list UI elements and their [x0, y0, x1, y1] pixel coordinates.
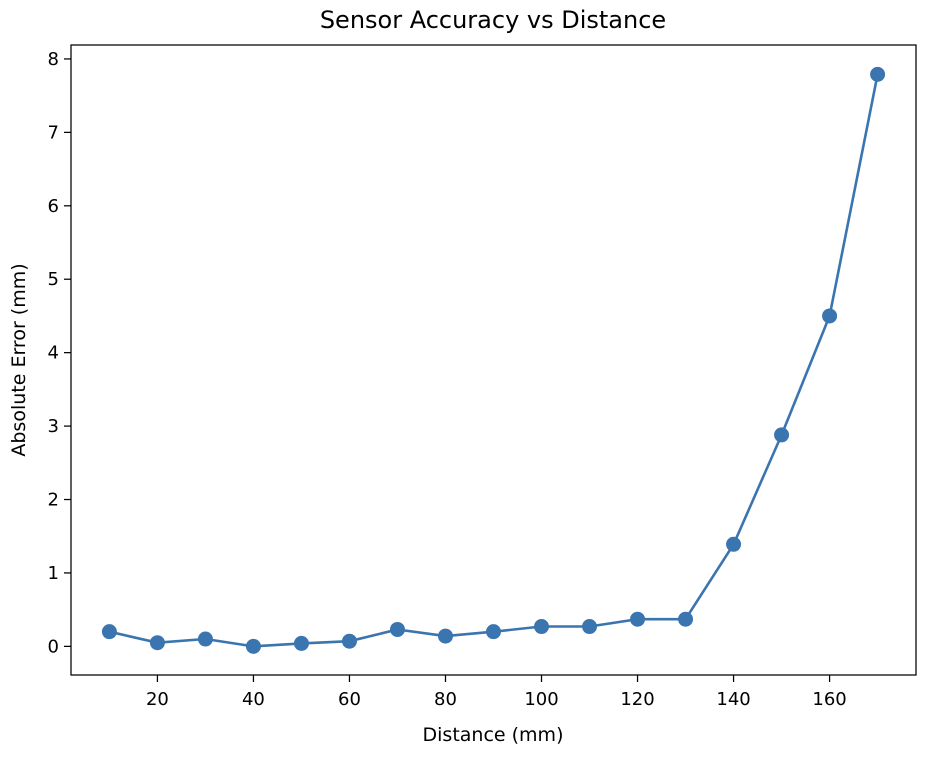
x-tick-label: 160	[812, 689, 846, 710]
data-point	[341, 633, 357, 649]
chart-title: Sensor Accuracy vs Distance	[320, 6, 666, 34]
y-tick-label: 0	[48, 636, 59, 657]
data-point	[389, 621, 405, 637]
y-tick-label: 8	[48, 49, 59, 70]
y-tick-label: 2	[48, 490, 59, 511]
data-point	[486, 624, 501, 640]
x-tick-label: 80	[434, 689, 457, 710]
x-tick-label: 100	[524, 689, 558, 710]
data-point	[534, 619, 550, 635]
data-point	[822, 308, 838, 324]
x-tick-label: 120	[620, 689, 654, 710]
y-tick-label: 4	[48, 343, 59, 364]
series-line	[109, 74, 879, 648]
x-axis-label: Distance (mm)	[423, 724, 564, 746]
y-tick-label: 7	[48, 122, 59, 143]
data-point	[245, 638, 261, 654]
x-tick-label: 20	[146, 689, 169, 710]
y-tick-label: 6	[48, 196, 59, 217]
x-axis: 20 40 60 80 100 120 140 160	[146, 675, 847, 710]
data-point	[630, 611, 646, 627]
y-axis: 0 1 2 3 4 5 6 7 8	[48, 49, 71, 657]
data-point	[101, 624, 117, 640]
data-point	[774, 427, 790, 443]
y-tick-label: 5	[48, 269, 59, 290]
data-point	[149, 635, 165, 651]
data-point	[293, 635, 309, 651]
data-point	[678, 611, 694, 627]
x-tick-label: 60	[338, 689, 361, 710]
data-point	[870, 66, 886, 82]
plot-area	[101, 66, 886, 654]
data-point	[726, 536, 742, 552]
x-tick-label: 140	[716, 689, 750, 710]
y-tick-label: 3	[48, 416, 59, 437]
y-tick-label: 1	[48, 563, 59, 584]
y-axis-label: Absolute Error (mm)	[8, 263, 30, 456]
data-point	[197, 631, 213, 647]
data-point	[437, 628, 453, 644]
data-point	[582, 619, 598, 635]
axes-frame	[70, 44, 917, 676]
x-tick-label: 40	[242, 689, 265, 710]
